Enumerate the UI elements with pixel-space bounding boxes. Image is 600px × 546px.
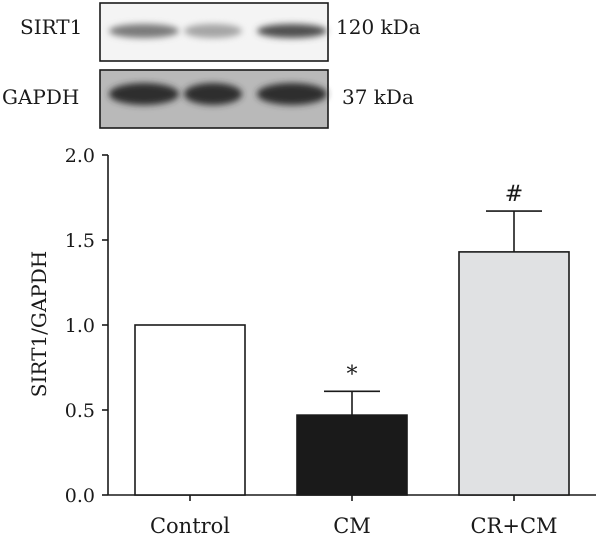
plot-area: 0.0 0.5 1.0 1.5 2.0 Control * CM # CR+CM [65, 145, 596, 538]
bar-chart: SIRT1/GAPDH 0.0 0.5 1.0 1.5 2.0 Control * CM # CR… [27, 145, 596, 538]
bar-cm [296, 414, 408, 496]
y-tick-label: 1.5 [65, 230, 95, 252]
blot-band-sirt1-cr-cm [257, 24, 327, 38]
y-tick-label: 2.0 [65, 145, 95, 167]
blot-bands-sirt1 [109, 24, 327, 38]
bar-control [134, 324, 246, 496]
x-tick-label-cr-cm: CR+CM [470, 514, 557, 538]
x-tick-label-cm: CM [333, 514, 371, 538]
significance-marker-cm: * [347, 362, 358, 387]
significance-marker-cr-cm: # [505, 182, 523, 207]
blot-band-gapdh-control [109, 83, 179, 105]
y-tick-label: 0.0 [65, 485, 95, 507]
blot-row-sirt1: SIRT1 120 kDa [20, 2, 421, 62]
y-tick-label: 0.5 [65, 400, 95, 422]
x-tick-label-control: Control [150, 514, 230, 538]
western-blot-panel: SIRT1 120 kDa GAPDH 37 kDa [2, 2, 421, 129]
bar-cr-cm [458, 251, 570, 496]
y-axis-label: SIRT1/GAPDH [27, 251, 51, 397]
blot-protein-label-sirt1: SIRT1 [20, 15, 82, 39]
blot-size-label-sirt1: 120 kDa [336, 15, 421, 39]
blot-band-gapdh-cm [184, 83, 242, 105]
blot-bands-gapdh [109, 83, 327, 105]
blot-band-gapdh-cr-cm [257, 83, 327, 105]
y-tick-label: 1.0 [65, 315, 95, 337]
blot-band-sirt1-control [109, 24, 179, 38]
blot-band-sirt1-cm [184, 24, 242, 38]
blot-protein-label-gapdh: GAPDH [2, 85, 79, 109]
blot-size-label-gapdh: 37 kDa [342, 85, 414, 109]
blot-row-gapdh: GAPDH 37 kDa [2, 69, 414, 129]
